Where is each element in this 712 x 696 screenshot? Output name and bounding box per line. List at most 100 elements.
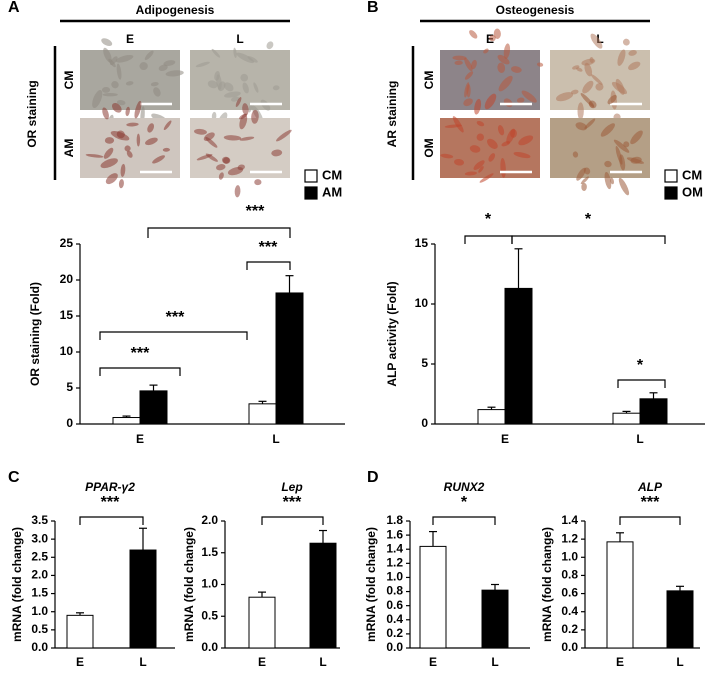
bar [504,287,533,425]
legend-swatch [664,186,678,200]
y-tick-label: 0.2 [561,622,578,636]
cell [581,58,596,66]
cell [628,50,637,56]
cell [165,70,184,77]
cell [471,59,477,70]
y-tick-label: 1.4 [561,513,578,527]
x-tick-label: E [76,655,84,669]
cell [580,176,589,185]
y-tick-label: 0.0 [31,640,48,654]
bar [309,542,337,649]
cell [463,98,473,107]
x-tick-label: E [136,432,144,446]
cell [469,145,481,153]
x-tick-label: L [319,655,326,669]
cell [162,147,170,152]
cell [139,62,148,71]
x-tick-label: L [491,655,498,669]
cell [233,47,237,58]
y-tick-label: 1.2 [386,556,403,570]
panel-label: B [367,0,379,16]
cell [102,107,109,120]
x-tick-label: E [429,655,437,669]
cell [604,171,612,190]
cell [483,48,489,54]
cell [203,132,215,142]
significance-bracket [619,516,681,525]
cell [464,71,474,80]
y-tick-label: 0.0 [386,640,403,654]
row-label: AM [62,139,76,158]
cell [497,125,505,136]
cell [503,43,511,59]
y-tick-label: 2.5 [31,549,48,563]
cell [583,167,591,175]
cell [152,155,165,164]
y-tick-label: 1.5 [201,545,218,559]
y-tick-label: 0 [421,416,428,430]
cell [518,135,534,146]
y-tick-label: 0.2 [386,626,403,640]
y-axis-label: mRNA (fold change) [182,527,196,642]
cell [105,173,118,185]
micrograph [550,118,650,178]
cell [272,85,280,91]
y-tick-label: 0.4 [386,612,403,626]
cell [464,82,470,98]
column-label: E [126,32,134,46]
cell [497,62,506,73]
cell [618,177,630,196]
cell [488,153,496,162]
significance-bracket [99,367,181,376]
cell [474,98,482,115]
cell [615,145,623,165]
cell [103,47,112,63]
cell [489,35,496,42]
cell [440,153,454,159]
cell [112,102,122,113]
micrograph [550,50,650,110]
cell [607,94,617,105]
y-tick-label: 0.8 [386,584,403,598]
cell [239,113,248,130]
cell [111,80,119,89]
bar [139,390,168,425]
x-tick-label: L [676,655,683,669]
panel-label: C [8,469,20,486]
cell [452,116,464,133]
cell [235,97,242,107]
cell [536,62,544,67]
panel-label: A [8,0,20,16]
y-tick-label: 20 [60,272,74,286]
cell [240,73,249,82]
significance-stars: *** [641,494,660,511]
y-tick-label: 0.0 [201,640,218,654]
gene-title: ALP [637,480,663,494]
legend-label: AM [322,184,342,199]
cell [577,102,584,120]
cell [572,151,579,158]
cell [464,57,473,72]
cell [211,48,221,58]
significance-bracket [432,516,496,525]
significance-stars: * [585,211,592,228]
significance-stars: *** [101,494,120,511]
cell [254,179,262,186]
significance-stars: * [485,211,492,228]
gene-title: RUNX2 [444,480,485,494]
cell [276,129,292,142]
cell [582,80,594,94]
y-tick-label: 0.5 [31,622,48,636]
cell [158,64,168,72]
y-tick-label: 0.6 [386,598,403,612]
y-tick-label: 0.6 [561,586,578,600]
y-tick-label: 1.2 [561,531,578,545]
cell [125,106,130,117]
y-axis-label: mRNA (fold change) [540,527,554,642]
cell [613,139,630,153]
cell [476,133,484,141]
cell [102,93,118,97]
cell [103,147,114,159]
panel-label: D [367,469,379,486]
significance-stars: *** [131,345,150,362]
